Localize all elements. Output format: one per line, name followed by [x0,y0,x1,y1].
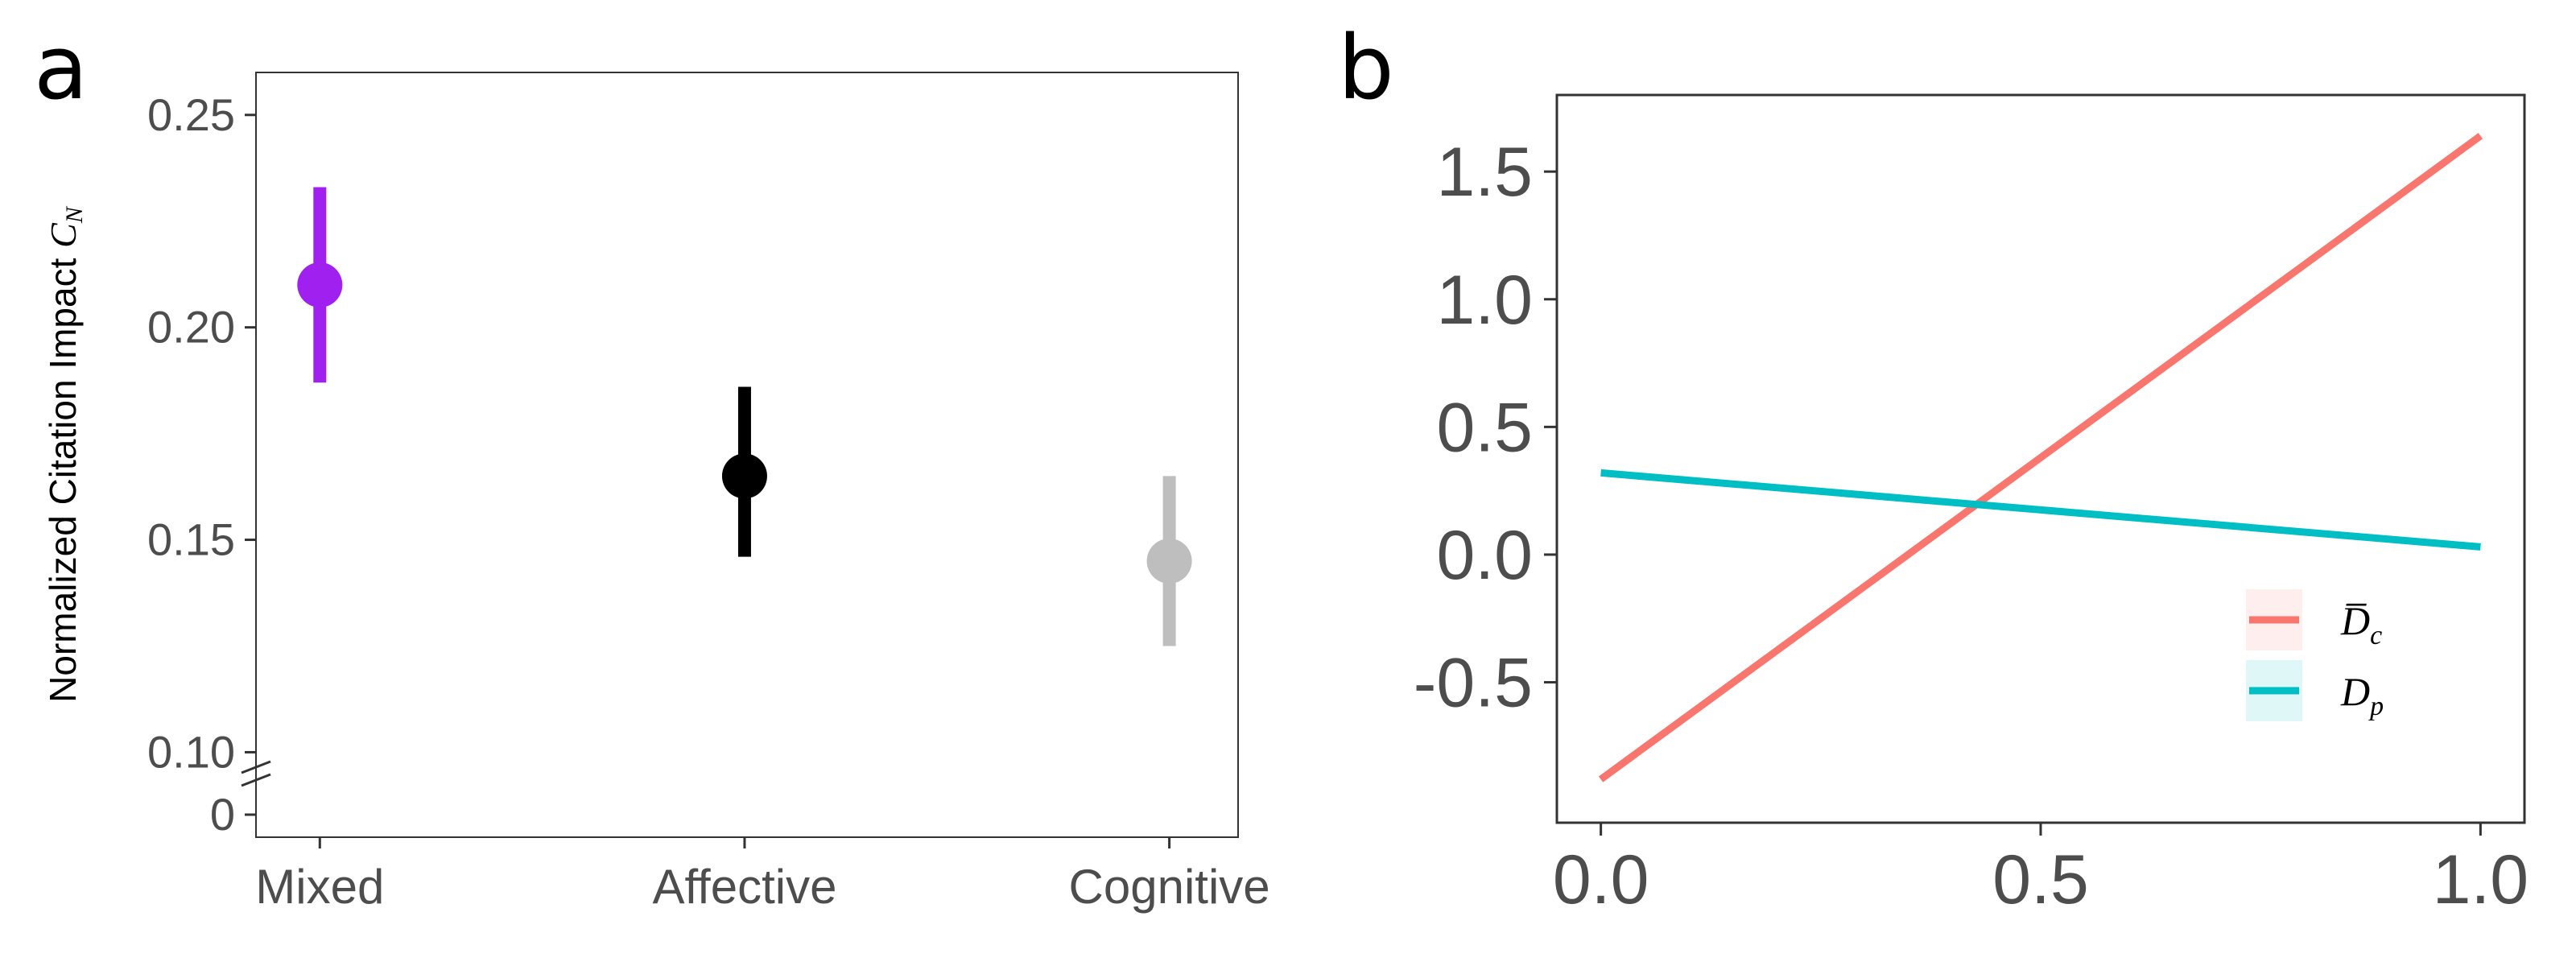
panel-a-axes: 0.10 0.15 0.20 0.25 0 Mixed Affective Cognitive [147,89,1270,914]
panel-a-y-axis-title-symbol: C [43,222,84,248]
panel-b-y-tick-label: -0.5 [1414,645,1533,722]
panel-b-marks [1598,133,2483,782]
panel-b-legend: D̅cDp [2246,589,2384,721]
panel-a-y-tick-label: 0.25 [147,89,235,140]
panel-b-legend-label-sub: c [2370,621,2382,650]
panel-b-legend-label: Dp [2340,669,2384,721]
panel-a-y-axis-title: Normalized Citation Impact CN [42,205,88,703]
panel-b-legend-label: D̅c [2340,598,2382,650]
panel-b-legend-label-main: D [2340,669,2370,714]
panel-b-y-tick-label: 0.0 [1436,517,1533,594]
panel-b-x-tick-label: 0.5 [1992,841,2089,919]
panel-label-a: a [34,16,88,119]
panel-a-point [721,453,767,499]
panel-a-x-tick-label: Affective [652,860,836,914]
panel-a-point [1146,538,1192,584]
panel-b-x-tick-label: 0.0 [1553,841,1649,919]
panel-b-y-tick-label: 0.5 [1436,389,1533,466]
panel-b-x-tick-label: 1.0 [2433,841,2529,919]
panel-b-axes: 0.0 0.5 1.0 -0.5 0.0 0.5 1.0 1.5 [1414,134,2529,919]
panel-a-y-tick-label: 0.15 [147,514,235,565]
panel-b-legend-label-main: D̅ [2340,598,2370,643]
panel-a-axis-break-mark [241,773,271,787]
panel-a-axis-break-mark [241,760,271,774]
panel-b-series-line [1600,469,2481,551]
panel-a-x-tick-label: Mixed [255,860,384,914]
panel-a-plot-border [255,72,1239,838]
panel-a-marks [297,187,1192,646]
panel-label-b: b [1338,16,1394,119]
panel-a-y-axis-title-symbol-sub: N [61,205,88,224]
panel-a-y-tick-label: 0.10 [147,726,235,777]
panel-a-y-axis-title-text: Normalized Citation Impact [42,258,84,702]
panel-a-x-tick-label: Cognitive [1069,860,1270,914]
panel-b-y-tick-label: 1.0 [1436,262,1533,339]
panel-a-chart: 0.10 0.15 0.20 0.25 0 Mixed Affective Cognitive… [42,72,1270,914]
panel-a-y-tick-label: 0.20 [147,302,235,353]
panel-b-chart: 0.0 0.5 1.0-0.50.00.51.01.5 D̅cDp [1414,93,2529,919]
panel-a-y-zero-label: 0 [210,789,235,840]
panel-b-series-line [1598,133,2483,782]
panel-b-legend-label-sub: p [2368,691,2384,721]
panel-a-point [297,262,343,308]
panel-b-y-tick-label: 1.5 [1436,134,1533,211]
